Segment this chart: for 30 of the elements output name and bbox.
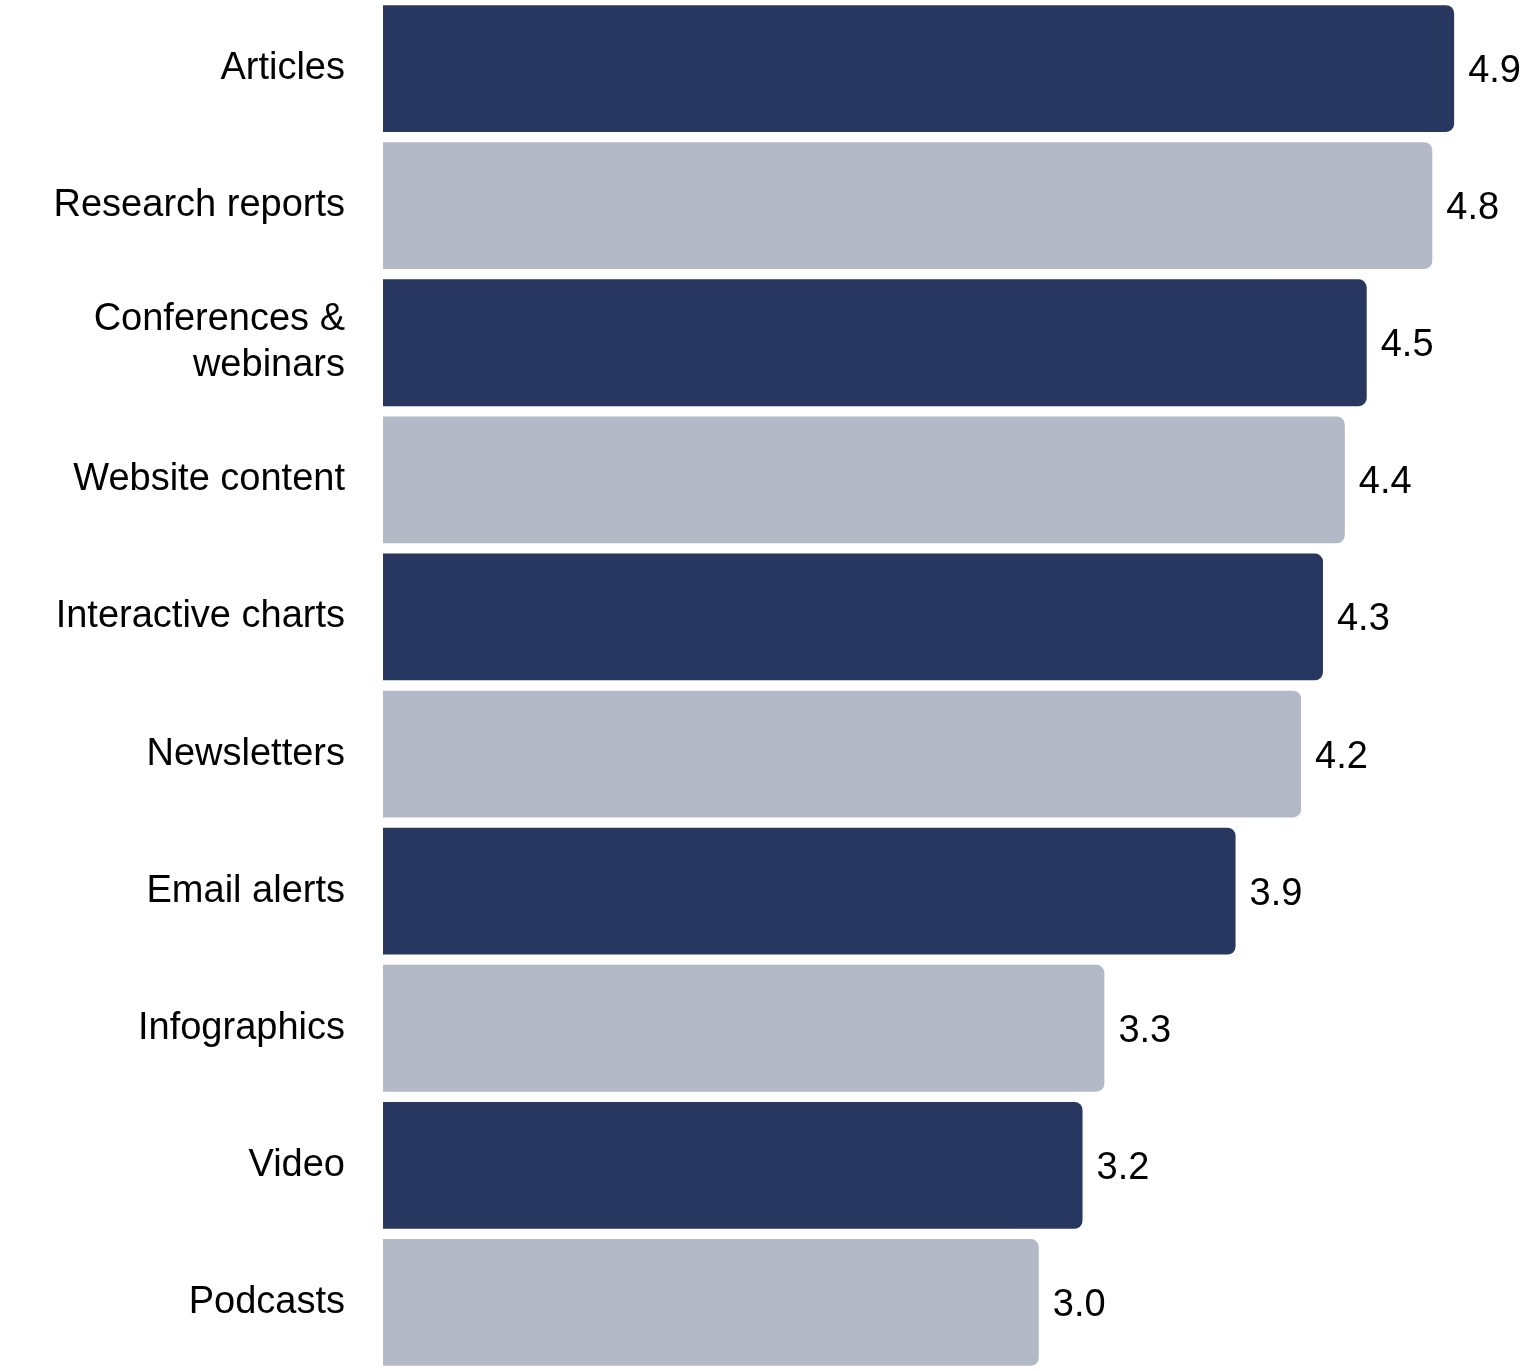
y-tick-label: Interactive charts <box>55 593 345 636</box>
data-label: 4.5 <box>1380 322 1434 365</box>
y-tick-label: Infographics <box>137 1004 345 1047</box>
data-label: 3.2 <box>1096 1144 1150 1187</box>
bar <box>383 964 1105 1092</box>
y-tick-label: Research reports <box>53 182 345 225</box>
data-label: 4.9 <box>1468 48 1521 91</box>
bar <box>383 416 1345 544</box>
y-tick-label: Conferences & webinars <box>93 296 345 385</box>
bar <box>383 827 1236 955</box>
bar <box>383 1101 1083 1229</box>
bar <box>383 553 1323 681</box>
data-label: 3.9 <box>1249 870 1303 913</box>
bar <box>383 690 1302 818</box>
y-tick-label: Video <box>248 1141 345 1184</box>
data-label: 4.3 <box>1336 596 1390 639</box>
bar <box>383 142 1433 270</box>
bar <box>383 279 1367 407</box>
data-label: 4.2 <box>1315 733 1368 776</box>
data-label: 3.3 <box>1118 1007 1172 1050</box>
y-tick-label: Newsletters <box>146 730 345 773</box>
bar <box>383 1239 1039 1366</box>
data-label: 4.8 <box>1446 185 1500 228</box>
y-tick-label: Email alerts <box>146 867 345 910</box>
data-label: 4.4 <box>1358 459 1412 502</box>
bar <box>383 5 1455 132</box>
y-tick-label: Website content <box>73 456 346 499</box>
y-tick-label: Podcasts <box>188 1278 345 1321</box>
y-tick-label: Articles <box>220 45 345 88</box>
data-label: 3.0 <box>1052 1281 1106 1324</box>
